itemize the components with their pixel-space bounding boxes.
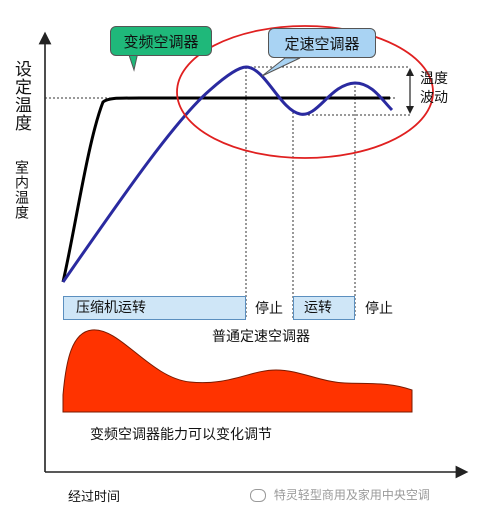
watermark: 特灵轻型商用及家用中央空调 <box>250 486 430 503</box>
run-bar: 运转 <box>293 296 355 320</box>
fluctuation-highlight-ellipse <box>176 25 434 159</box>
fixed-temp-curve <box>61 65 394 283</box>
compressor-run-bar: 压缩机运转 <box>63 296 246 320</box>
inverter-capability-label: 变频空调器能力可以变化调节 <box>90 427 272 443</box>
watermark-text: 特灵轻型商用及家用中央空调 <box>273 488 430 502</box>
wechat-icon <box>250 489 266 502</box>
inverter-temp-curve <box>61 96 390 283</box>
set-temp-label: 设定温度 <box>11 60 31 132</box>
time-axis-label: 经过时间 <box>68 490 121 505</box>
normal-fixed-speed-label: 普通定速空调器 <box>212 329 310 345</box>
inverter-callout: 变频空调器 <box>110 26 212 56</box>
temp-fluctuation-label: 温度波动 <box>420 71 448 106</box>
fixed-callout-pointer <box>261 57 301 77</box>
stop-label-2: 停止 <box>365 301 393 317</box>
stop-label-1: 停止 <box>255 301 283 317</box>
inverter-capacity-area <box>62 329 413 413</box>
room-temp-label: 室内温度 <box>13 160 29 220</box>
fixed-speed-callout: 定速空调器 <box>268 28 376 58</box>
